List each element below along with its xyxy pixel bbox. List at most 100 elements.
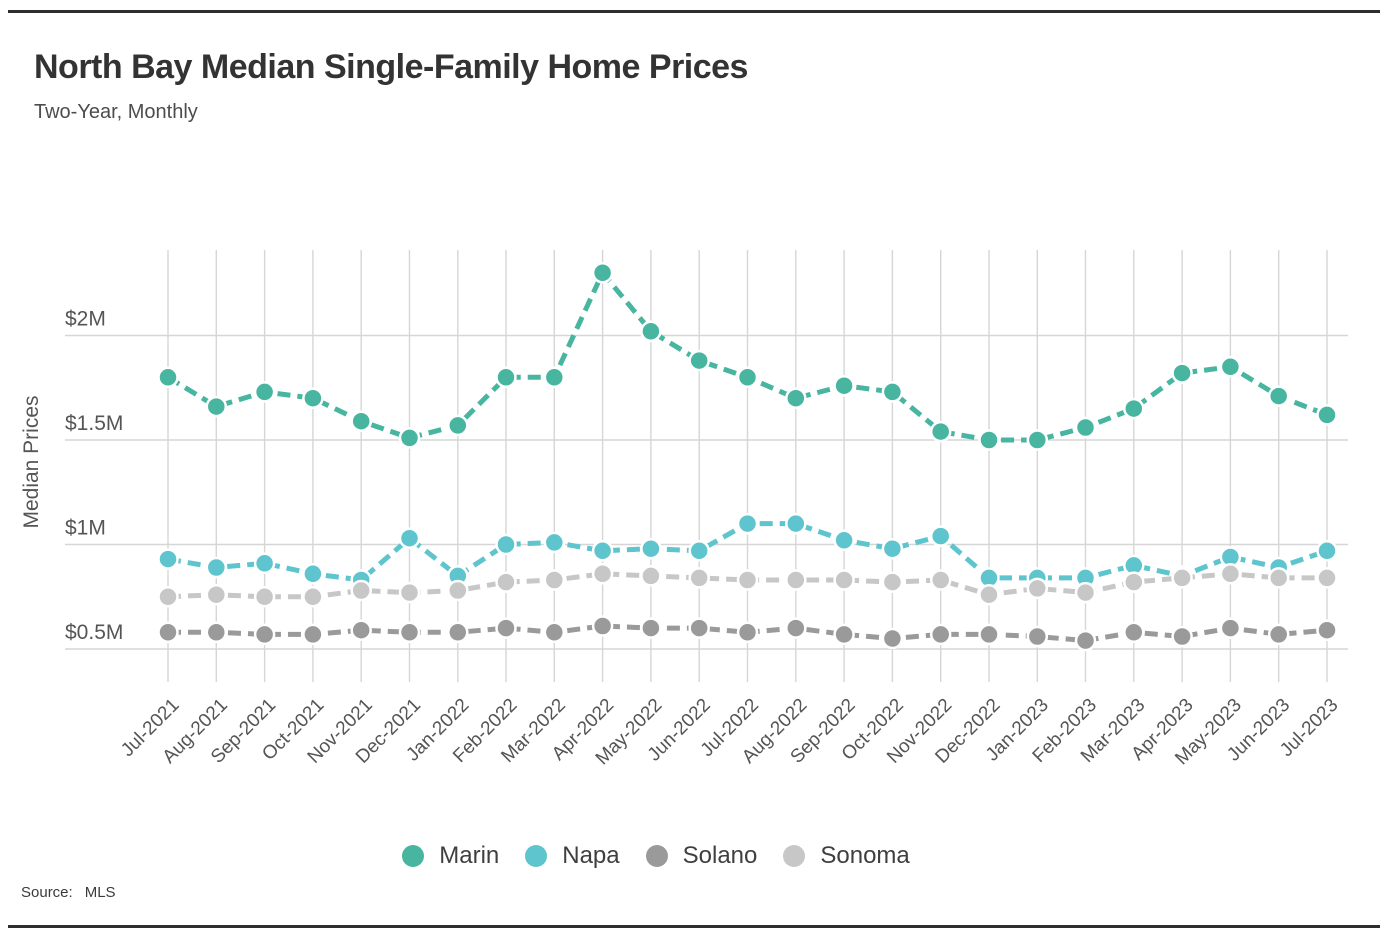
data-point-sonoma — [253, 586, 276, 608]
data-point-sonoma — [398, 581, 421, 604]
legend-label-solano: Solano — [682, 842, 758, 869]
y-tick-label: $1M — [65, 517, 106, 540]
legend-item-solano: Solano — [645, 842, 758, 870]
x-tick-label: Feb-2022 — [449, 695, 521, 767]
data-point-napa — [543, 531, 566, 554]
data-point-solano — [929, 623, 952, 646]
x-tick-label: May-2023 — [1171, 695, 1246, 770]
data-point-napa — [1316, 540, 1338, 562]
data-point-napa — [1219, 546, 1242, 568]
data-point-solano — [350, 619, 372, 641]
data-point-sonoma — [447, 579, 469, 602]
source-label: Source: — [21, 884, 73, 901]
data-point-napa — [1026, 567, 1049, 589]
chart-legend: Marin Napa Solano Sonoma — [0, 842, 1350, 870]
top-border-rule — [8, 10, 1380, 13]
data-point-sonoma — [157, 586, 179, 608]
data-point-sonoma — [1316, 567, 1338, 589]
legend-label-napa: Napa — [562, 842, 620, 869]
x-tick-label: Oct-2021 — [258, 695, 328, 765]
data-point-marin — [1123, 397, 1145, 420]
x-tick-label: Oct-2022 — [838, 695, 908, 765]
data-point-napa — [447, 565, 469, 587]
legend-label-marin: Marin — [439, 842, 500, 869]
data-point-sonoma — [543, 569, 566, 591]
data-point-solano — [978, 623, 1000, 646]
data-point-marin — [543, 366, 566, 389]
data-point-solano — [157, 621, 179, 644]
data-point-sonoma — [929, 569, 952, 591]
x-tick-label: Dec-2022 — [931, 695, 1004, 768]
series-line-solano — [168, 623, 1328, 644]
legend-item-napa: Napa — [525, 842, 620, 870]
data-point-solano — [640, 617, 662, 639]
data-point-sonoma — [1074, 581, 1097, 604]
data-point-sonoma — [785, 569, 807, 591]
x-tick-label: Nov-2022 — [883, 695, 956, 768]
data-point-marin — [350, 410, 372, 432]
data-point-napa — [157, 548, 179, 570]
data-point-marin — [929, 420, 952, 443]
data-point-sonoma — [1171, 567, 1193, 589]
chart-header: North Bay Median Single-Family Home Pric… — [34, 48, 748, 124]
data-point-marin — [205, 395, 228, 418]
y-axis-title: Median Prices — [20, 395, 43, 528]
data-point-marin — [736, 366, 759, 389]
data-point-marin — [978, 429, 1000, 451]
data-point-napa — [495, 533, 517, 556]
x-tick-label: Nov-2021 — [304, 695, 377, 768]
data-point-napa — [640, 537, 662, 560]
data-point-napa — [1074, 567, 1097, 589]
data-point-solano — [688, 617, 710, 639]
legend-dot-napa — [525, 845, 548, 867]
data-point-napa — [253, 552, 276, 575]
data-point-marin — [881, 381, 904, 403]
data-point-solano — [1026, 625, 1049, 648]
data-point-sonoma — [302, 586, 324, 608]
data-point-marin — [447, 414, 469, 437]
data-point-marin — [1267, 385, 1290, 407]
data-point-napa — [688, 540, 710, 562]
data-point-solano — [495, 617, 517, 639]
data-point-sonoma — [736, 569, 759, 591]
data-point-marin — [398, 427, 421, 449]
data-point-marin — [688, 349, 710, 372]
series-sonoma — [157, 563, 1338, 608]
y-tick-label: $1.5M — [65, 412, 123, 435]
x-tick-label: Sep-2021 — [207, 695, 280, 768]
x-tick-label: Jul-2021 — [117, 695, 183, 761]
x-tick-label: Jun-2023 — [1223, 695, 1294, 766]
data-point-sonoma — [205, 583, 228, 606]
data-point-marin — [833, 374, 855, 397]
data-point-marin — [1171, 362, 1193, 384]
data-point-marin — [591, 262, 614, 284]
data-point-marin — [1219, 356, 1242, 378]
data-point-sonoma — [688, 567, 710, 589]
data-point-napa — [205, 556, 228, 579]
x-tick-label: Mar-2023 — [1077, 695, 1149, 767]
data-point-marin — [302, 387, 324, 409]
x-axis-labels: Jul-2021Aug-2021Sep-2021Oct-2021Nov-2021… — [117, 695, 1342, 770]
data-point-napa — [881, 537, 904, 560]
data-point-sonoma — [833, 569, 855, 591]
data-point-sonoma — [350, 579, 372, 602]
series-marin — [157, 262, 1338, 451]
data-point-napa — [785, 512, 807, 535]
data-point-marin — [157, 366, 179, 389]
data-point-solano — [398, 621, 421, 644]
data-point-solano — [591, 615, 614, 637]
legend-item-marin: Marin — [402, 842, 499, 870]
series-solano — [157, 615, 1338, 652]
series-napa — [157, 512, 1338, 591]
y-tick-label: $2M — [65, 308, 106, 331]
series-line-sonoma — [167, 571, 1327, 600]
x-tick-label: Jan-2023 — [982, 695, 1053, 766]
x-tick-label: Aug-2021 — [159, 695, 232, 768]
data-point-solano — [302, 623, 324, 646]
legend-dot-sonoma — [783, 845, 806, 867]
horizontal-gridlines: $2M $1.5M $1M $0.5M — [65, 308, 1348, 650]
data-point-sonoma — [495, 571, 517, 593]
data-point-solano — [447, 621, 469, 644]
data-point-marin — [785, 387, 807, 409]
data-point-marin — [1316, 404, 1338, 426]
